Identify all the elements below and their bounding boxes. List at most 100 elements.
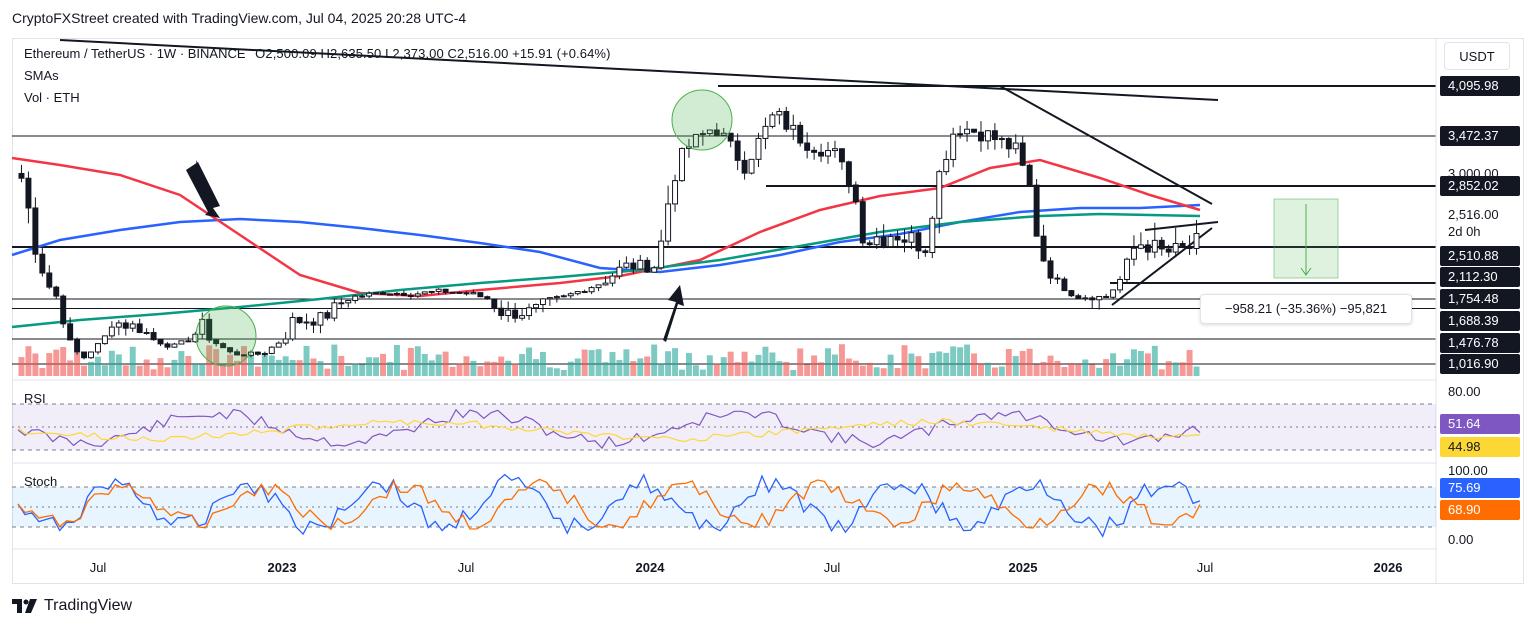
candle-body xyxy=(157,339,164,345)
rsi-label[interactable]: RSI xyxy=(24,391,46,406)
candle-body xyxy=(630,262,637,270)
volume-bar xyxy=(1186,349,1193,376)
highlight-circle-high xyxy=(671,89,733,151)
volume-bar xyxy=(1068,362,1075,376)
volume-bars xyxy=(18,344,1200,376)
candle-body xyxy=(609,275,616,284)
candle-body xyxy=(769,114,776,127)
candle-body xyxy=(213,339,220,345)
volume-bar xyxy=(838,344,845,376)
volume-bar xyxy=(484,361,491,376)
legend-sma[interactable]: SMAs xyxy=(24,68,59,83)
volume-bar xyxy=(1117,365,1124,376)
volume-bar xyxy=(644,356,651,376)
candle-body xyxy=(220,343,227,349)
candle-body xyxy=(310,321,317,326)
candle-body xyxy=(227,347,234,353)
volume-bar xyxy=(338,355,345,376)
candle-body xyxy=(53,286,60,297)
candle-body xyxy=(1061,278,1068,292)
volume-bar xyxy=(470,360,477,376)
candle-body xyxy=(470,292,477,295)
volume-bar xyxy=(1082,359,1089,376)
volume-bar xyxy=(108,350,115,376)
candle-body xyxy=(136,323,143,333)
volume-bar xyxy=(512,363,519,376)
candle-body xyxy=(1075,295,1082,299)
volume-bar xyxy=(755,354,762,376)
volume-bar xyxy=(519,354,526,376)
volume-bar xyxy=(39,368,46,376)
volume-bar xyxy=(811,355,818,376)
price-tag: 1,476.78 xyxy=(1440,333,1520,353)
trendline xyxy=(999,85,1213,205)
candle-body xyxy=(289,316,296,340)
candle-body xyxy=(185,340,192,343)
volume-bar xyxy=(922,368,929,376)
candle-body xyxy=(706,129,713,135)
candle-body xyxy=(463,292,470,295)
volume-bar xyxy=(630,361,637,376)
rsi-line xyxy=(17,408,1201,450)
volume-bar xyxy=(1193,366,1200,376)
price-tag: 2,516.00 xyxy=(1440,205,1520,225)
candle-body xyxy=(1144,244,1151,253)
volume-bar xyxy=(463,356,470,376)
candle-body xyxy=(477,292,484,298)
volume-bar xyxy=(296,360,303,376)
volume-bar xyxy=(1130,349,1137,376)
volume-bar xyxy=(637,358,644,376)
volume-bar xyxy=(428,360,435,376)
rsi-value-tag: 51.64 xyxy=(1440,414,1520,434)
volume-bar xyxy=(943,352,950,376)
volume-bar xyxy=(957,347,964,376)
candle-body xyxy=(60,295,67,325)
volume-bar xyxy=(991,367,998,376)
volume-bar xyxy=(421,353,428,376)
volume-bar xyxy=(122,365,129,376)
candle-body xyxy=(1165,248,1172,253)
candle-body xyxy=(74,339,81,353)
candle-body xyxy=(776,110,783,116)
volume-bar xyxy=(1005,348,1012,376)
candle-body xyxy=(296,316,303,324)
chart-frame[interactable] xyxy=(12,38,1524,584)
volume-bar xyxy=(873,367,880,376)
candle-body xyxy=(811,149,818,153)
volume-bar xyxy=(435,354,442,376)
candle-body xyxy=(1193,232,1200,249)
x-axis-label: Jul xyxy=(457,560,475,575)
volume-bar xyxy=(366,357,373,376)
currency-button[interactable]: USDT xyxy=(1444,42,1510,70)
stoch-label[interactable]: Stoch xyxy=(24,474,58,489)
legend-volume[interactable]: Vol · ETH xyxy=(24,90,80,105)
candle-body xyxy=(1019,142,1026,166)
volume-bar xyxy=(602,362,609,376)
candle-body xyxy=(845,161,852,186)
volume-bar xyxy=(1061,366,1068,376)
candle-body xyxy=(25,177,32,209)
candle-body xyxy=(192,333,199,343)
candle-body xyxy=(984,130,991,142)
x-axis-label: 2024 xyxy=(635,560,665,575)
candle-body xyxy=(936,171,943,219)
symbol-name[interactable]: Ethereum / TetherUS · 1W · BINANCE xyxy=(24,46,246,61)
volume-bar xyxy=(81,365,88,376)
stoch-d-line xyxy=(17,478,1201,531)
volume-bar xyxy=(706,355,713,376)
volume-bar xyxy=(1019,350,1026,376)
volume-bar xyxy=(1172,362,1179,376)
legend-symbol-row: Ethereum / TetherUS · 1W · BINANCE O2,50… xyxy=(24,46,611,61)
price-tag: 2,510.88 xyxy=(1440,246,1520,266)
tradingview-logo[interactable]: TradingView xyxy=(12,597,132,615)
candle-body xyxy=(748,158,755,174)
volume-bar xyxy=(1089,364,1096,376)
price-tag: 2d 0h xyxy=(1440,222,1520,242)
volume-bar xyxy=(247,351,254,376)
candle-body xyxy=(616,266,623,277)
volume-bar xyxy=(491,361,498,376)
volume-bar xyxy=(762,346,769,376)
chart-credit: CryptoFXStreet created with TradingView.… xyxy=(12,10,467,26)
candle-body xyxy=(1012,142,1019,150)
